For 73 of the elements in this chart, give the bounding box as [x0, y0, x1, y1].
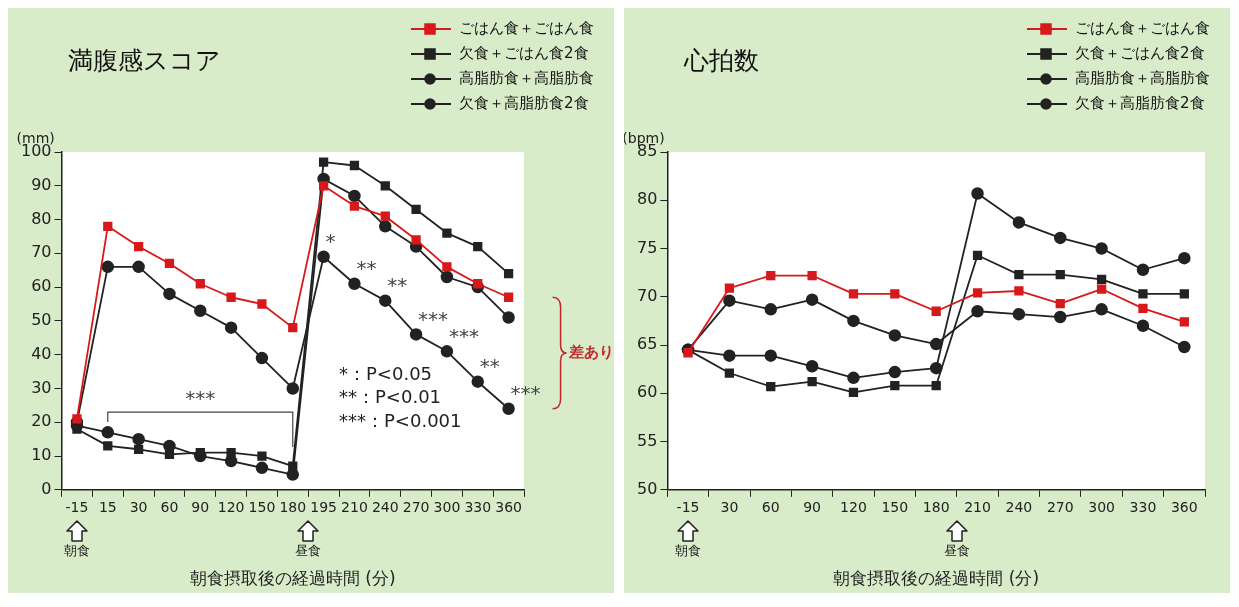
annotation: ***: [418, 306, 449, 331]
annotation: **: [356, 255, 377, 280]
annotation: **: [479, 353, 500, 378]
x-tick-label: 300: [1088, 498, 1115, 515]
x-tick-label: 270: [1046, 498, 1074, 515]
annotation: **：P<0.01: [339, 386, 442, 408]
x-tick-label: 360: [495, 498, 522, 515]
x-tick-label: 30: [720, 498, 739, 515]
annotation: ***: [448, 323, 479, 348]
legend-label: 高脂肪食＋高脂肪食: [1075, 69, 1210, 88]
x-tick-label: 90: [191, 498, 210, 515]
x-tick-label: 330: [1129, 498, 1157, 515]
y-tick-label: 60: [637, 382, 658, 402]
chart-title: 満腹感スコア: [68, 45, 221, 77]
annotation: ***：P<0.001: [339, 409, 462, 431]
y-tick-label: 50: [31, 310, 52, 330]
x-tick-label: 150: [881, 498, 909, 515]
y-tick-label: 50: [637, 478, 658, 498]
x-tick-label: 120: [217, 498, 245, 515]
annotation: **: [387, 272, 408, 297]
x-tick-label: -15: [676, 498, 700, 515]
y-tick-label: 30: [31, 377, 52, 397]
x-tick-label: 360: [1170, 498, 1198, 515]
y-tick-label: 10: [31, 445, 52, 465]
text: 朝食: [674, 541, 703, 560]
legend-label: ごはん食＋ごはん食: [1075, 19, 1210, 38]
y-tick-label: 75: [637, 237, 658, 257]
x-tick-label: 180: [922, 498, 950, 515]
y-tick-label: 90: [31, 174, 52, 194]
text: 朝食: [62, 541, 91, 560]
x-tick-label: 180: [279, 498, 307, 515]
x-tick-label: 150: [248, 498, 276, 515]
x-tick-label: -15: [65, 498, 89, 515]
x-axis-title: 朝食摂取後の経過時間 (分): [833, 568, 1040, 589]
x-tick-label: 30: [129, 498, 148, 515]
x-tick-label: 90: [803, 498, 822, 515]
legend-label: 欠食＋ごはん食2食: [1075, 44, 1205, 63]
y-tick-label: 80: [31, 208, 52, 228]
x-tick-label: 270: [402, 498, 430, 515]
x-tick-label: 60: [160, 498, 179, 515]
y-tick-label: 65: [637, 334, 658, 354]
x-tick-label: 330: [464, 498, 492, 515]
x-tick-label: 195: [310, 498, 337, 515]
x-axis-title: 朝食摂取後の経過時間 (分): [189, 568, 396, 589]
legend-label: ごはん食＋ごはん食: [459, 19, 594, 38]
x-tick-label: 60: [761, 498, 780, 515]
x-tick-label: 210: [341, 498, 368, 515]
x-tick-label: 300: [433, 498, 461, 515]
y-tick-label: 0: [41, 478, 52, 498]
y-tick-label: 60: [31, 276, 52, 296]
y-tick-label: 70: [637, 285, 658, 305]
text: 差あり: [567, 342, 614, 361]
text: 昼食: [942, 541, 971, 560]
annotation: ***: [185, 386, 216, 411]
y-tick-label: 20: [31, 411, 52, 431]
x-tick-label: 240: [371, 498, 399, 515]
x-tick-label: 210: [964, 498, 991, 515]
y-tick-label: 70: [31, 242, 52, 262]
x-tick-label: 15: [98, 498, 117, 515]
x-tick-label: 240: [1005, 498, 1033, 515]
legend-label: 高脂肪食＋高脂肪食: [459, 69, 594, 88]
chart-title: 心拍数: [684, 45, 759, 77]
text: 昼食: [294, 541, 323, 560]
annotation: ***: [510, 380, 541, 405]
annotation: *：P<0.05: [339, 362, 433, 384]
y-tick-label: 55: [637, 430, 658, 450]
legend-label: 欠食＋ごはん食2食: [459, 44, 589, 63]
annotation: *: [325, 228, 336, 253]
legend-label: 欠食＋高脂肪食2食: [459, 94, 589, 113]
legend-label: 欠食＋高脂肪食2食: [1075, 94, 1205, 113]
y-tick-label: 80: [637, 189, 658, 209]
x-tick-label: 120: [840, 498, 867, 515]
y-tick-label: 40: [31, 343, 52, 363]
